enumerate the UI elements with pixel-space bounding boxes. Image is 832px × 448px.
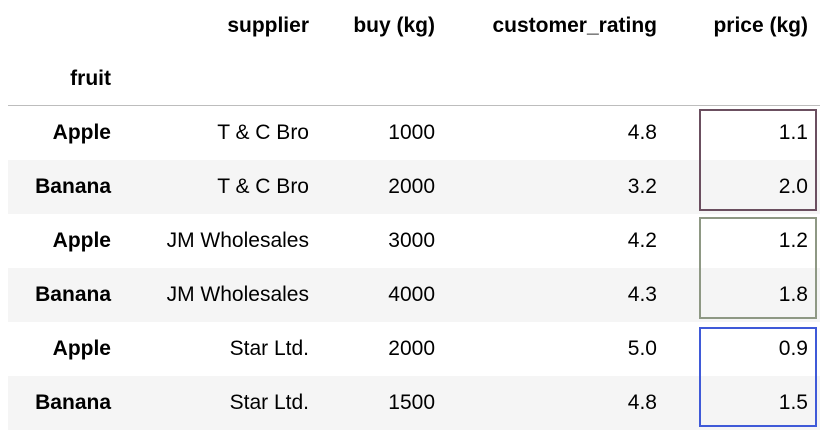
table-row: Apple T & C Bro 1000 4.8 1.1 [8,106,820,160]
supplier-cell: Star Ltd. [229,391,309,414]
buy-cell: 1500 [388,391,435,414]
dataframe-table: supplier buy (kg) customer_rating price … [8,0,820,430]
buy-cell: 3000 [388,229,435,252]
supplier-cell: T & C Bro [217,175,309,198]
rating-cell: 5.0 [627,337,657,360]
price-cell: 2.0 [778,175,808,198]
supplier-cell: T & C Bro [217,121,309,145]
blank-header-cell [447,51,669,106]
table-row: Apple JM Wholesales 3000 4.2 1.2 [8,214,820,268]
supplier-cell: JM Wholesales [166,229,309,252]
row-index-label: Apple [52,337,111,360]
rating-cell: 4.2 [627,229,657,252]
price-cell: 0.9 [778,337,808,360]
rating-cell: 4.3 [627,283,657,306]
rating-cell: 4.8 [627,391,657,414]
row-index-label: Apple [52,229,111,252]
index-name-header: fruit [8,51,123,106]
blank-header-cell [123,51,321,106]
price-cell: 1.2 [778,229,808,252]
buy-cell: 2000 [388,337,435,360]
blank-header-cell [8,0,123,51]
row-index-label: Banana [35,391,111,414]
table-row: Banana Star Ltd. 1500 4.8 1.5 [8,375,820,430]
price-cell: 1.1 [778,121,808,145]
buy-cell: 4000 [388,283,435,306]
table-row: Apple Star Ltd. 2000 5.0 0.9 [8,322,820,376]
column-header-price: price (kg) [713,14,808,37]
column-header-row: supplier buy (kg) customer_rating price … [8,0,820,51]
row-index-label: Apple [52,121,111,145]
rating-cell: 4.8 [627,121,657,145]
table-row: Banana T & C Bro 2000 3.2 2.0 [8,159,820,214]
blank-header-cell [669,51,820,106]
price-cell: 1.5 [778,391,808,414]
price-cell: 1.8 [778,283,808,306]
rating-cell: 3.2 [627,175,657,198]
column-header-supplier: supplier [227,14,309,37]
buy-cell: 2000 [388,175,435,198]
row-index-label: Banana [35,175,111,198]
row-index-label: Banana [35,283,111,306]
buy-cell: 1000 [388,121,435,145]
column-header-customer-rating: customer_rating [492,14,657,37]
blank-header-cell [321,51,447,106]
index-header-row: fruit [8,51,820,106]
column-header-buy: buy (kg) [353,14,435,37]
supplier-cell: Star Ltd. [229,337,309,360]
table-row: Banana JM Wholesales 4000 4.3 1.8 [8,267,820,322]
supplier-cell: JM Wholesales [166,283,309,306]
